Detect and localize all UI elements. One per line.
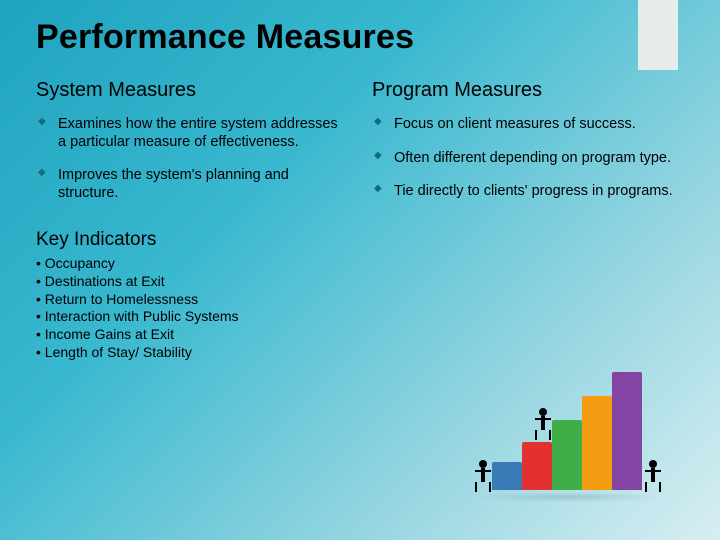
- person-icon: [474, 460, 492, 494]
- bar-5: [612, 372, 642, 490]
- list-item: Focus on client measures of success.: [372, 112, 684, 146]
- page-title: Performance Measures: [36, 18, 684, 57]
- list-item: Income Gains at Exit: [36, 326, 336, 344]
- bar-1: [492, 462, 522, 490]
- accent-block: [638, 0, 678, 70]
- person-icon: [534, 408, 552, 442]
- list-item: Occupancy: [36, 255, 336, 273]
- slide: Performance Measures System Measures Exa…: [0, 0, 720, 540]
- system-measures-list: Examines how the entire system addresses…: [36, 112, 348, 215]
- list-item: Interaction with Public Systems: [36, 308, 336, 326]
- key-indicators-list: Occupancy Destinations at Exit Return to…: [36, 255, 336, 362]
- list-item: Improves the system's planning and struc…: [36, 163, 348, 214]
- bar-3: [552, 420, 582, 490]
- column-heading-right: Program Measures: [372, 79, 684, 102]
- list-item: Often different depending on program typ…: [372, 146, 684, 180]
- reflection: [474, 492, 664, 502]
- bar-2: [522, 442, 552, 490]
- list-item: Destinations at Exit: [36, 273, 336, 291]
- columns: System Measures Examines how the entire …: [36, 79, 684, 215]
- column-system-measures: System Measures Examines how the entire …: [36, 79, 348, 215]
- program-measures-list: Focus on client measures of success. Oft…: [372, 112, 684, 213]
- column-program-measures: Program Measures Focus on client measure…: [372, 79, 684, 215]
- list-item: Examines how the entire system addresses…: [36, 112, 348, 163]
- bar-chart-illustration: [474, 346, 664, 496]
- person-icon: [644, 460, 662, 494]
- key-indicators-heading: Key Indicators: [36, 229, 336, 251]
- key-indicators-section: Key Indicators Occupancy Destinations at…: [36, 229, 336, 362]
- list-item: Length of Stay/ Stability: [36, 344, 336, 362]
- list-item: Tie directly to clients' progress in pro…: [372, 179, 684, 213]
- bar-4: [582, 396, 612, 490]
- column-heading-left: System Measures: [36, 79, 348, 102]
- list-item: Return to Homelessness: [36, 291, 336, 309]
